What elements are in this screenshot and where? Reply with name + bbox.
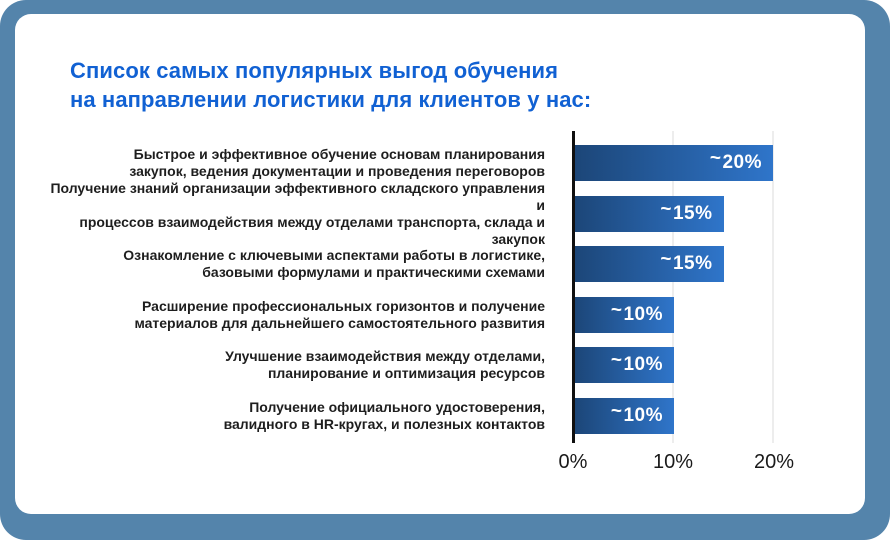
category-label: Быстрое и эффективное обучение основам п… xyxy=(45,146,545,180)
y-axis-line xyxy=(572,131,575,443)
category-label-line: Улучшение взаимодействия между отделами, xyxy=(225,348,545,364)
chart-row: Получение знаний организации эффективног… xyxy=(0,180,890,247)
bar-value-label: 10% xyxy=(623,354,663,375)
bar-segment: ~10% xyxy=(575,398,674,434)
approx-tilde: ~ xyxy=(660,199,672,220)
category-label-line: Быстрое и эффективное обучение основам п… xyxy=(133,146,545,162)
category-label-line: базовыми формулами и практическими схема… xyxy=(202,264,545,280)
category-label: Расширение профессиональных горизонтов и… xyxy=(45,298,545,332)
approx-tilde: ~ xyxy=(610,350,623,371)
category-label-line: процессов взаимодействия между отделами … xyxy=(79,214,545,247)
bar-value-label: 20% xyxy=(722,152,762,173)
chart-row: Улучшение взаимодействия между отделами,… xyxy=(0,347,890,383)
x-tick-10: 10% xyxy=(652,451,694,473)
bar-value-label: 10% xyxy=(623,304,663,325)
category-label: Улучшение взаимодействия между отделами,… xyxy=(45,348,545,382)
category-label-line: материалов для дальнейшего самостоятельн… xyxy=(134,315,545,331)
bar-segment: ~15% xyxy=(575,196,724,232)
x-tick-0: 0% xyxy=(558,451,588,473)
category-label-line: валидного в HR-кругах, и полезных контак… xyxy=(223,416,545,432)
approx-tilde: ~ xyxy=(610,401,623,422)
approx-tilde: ~ xyxy=(709,148,722,169)
chart-row: Расширение профессиональных горизонтов и… xyxy=(0,297,890,333)
bar-value-label: 15% xyxy=(672,253,713,274)
category-label-line: Расширение профессиональных горизонтов и… xyxy=(142,298,545,314)
category-label-line: Получение официального удостоверения, xyxy=(249,399,545,415)
gridline-10-percent xyxy=(672,131,674,443)
bar-segment: ~10% xyxy=(575,347,674,383)
category-label-line: Получение знаний организации эффективног… xyxy=(50,180,545,213)
bar-segment: ~20% xyxy=(575,145,773,181)
bar-segment: ~10% xyxy=(575,297,674,333)
category-label-line: закупок, ведения документации и проведен… xyxy=(129,163,545,179)
page-title: Список самых популярных выгод обучения н… xyxy=(70,56,591,114)
category-label: Получение официального удостоверения, ва… xyxy=(45,399,545,433)
approx-tilde: ~ xyxy=(610,300,623,321)
page-title-line-2: на направлении логистики для клиентов у … xyxy=(70,87,592,112)
approx-tilde: ~ xyxy=(660,249,672,270)
chart-row: Получение официального удостоверения, ва… xyxy=(0,398,890,434)
category-label: Ознакомление с ключевыми аспектами работ… xyxy=(45,247,545,281)
bar-segment: ~15% xyxy=(575,246,724,282)
chart-row: Быстрое и эффективное обучение основам п… xyxy=(0,145,890,181)
category-label-line: Ознакомление с ключевыми аспектами работ… xyxy=(123,247,545,263)
category-label: Получение знаний организации эффективног… xyxy=(45,180,545,248)
page-title-line-1: Список самых популярных выгод обучения xyxy=(70,58,559,83)
category-label-line: планирование и оптимизация ресурсов xyxy=(267,365,545,381)
gridline-20-percent xyxy=(772,131,774,443)
x-tick-20: 20% xyxy=(753,451,795,473)
chart-row: Ознакомление с ключевыми аспектами работ… xyxy=(0,246,890,282)
bar-value-label: 15% xyxy=(672,203,713,224)
bar-value-label: 10% xyxy=(623,405,663,426)
